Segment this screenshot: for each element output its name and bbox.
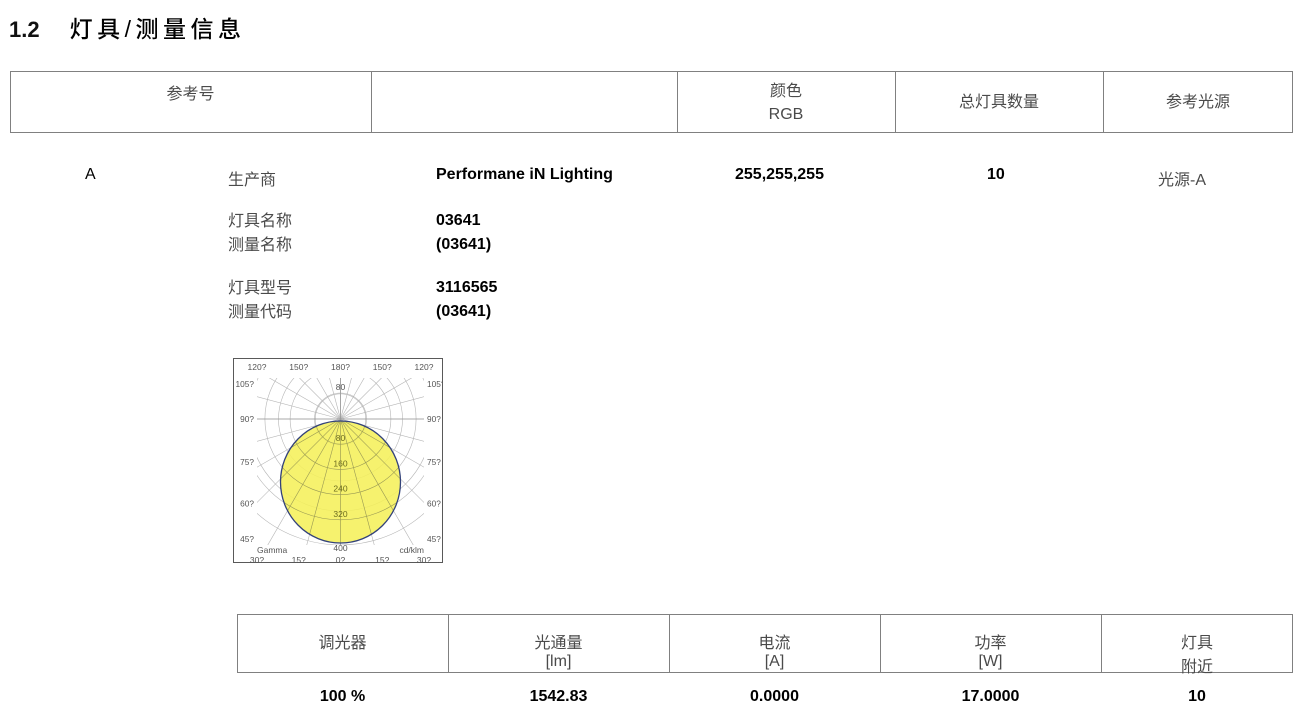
svg-text:0?: 0?	[336, 555, 346, 563]
svg-text:320: 320	[333, 509, 347, 519]
svg-text:105?: 105?	[236, 379, 255, 389]
svg-text:90?: 90?	[427, 414, 441, 424]
svg-text:105?: 105?	[427, 379, 443, 389]
svg-text:80: 80	[336, 433, 346, 443]
svg-text:75?: 75?	[240, 457, 254, 467]
svg-text:80: 80	[336, 382, 346, 392]
svg-text:90?: 90?	[240, 414, 254, 424]
svg-text:15?: 15?	[292, 555, 306, 563]
svg-text:30?: 30?	[250, 555, 264, 563]
svg-text:60?: 60?	[240, 498, 254, 508]
svg-text:60?: 60?	[427, 498, 441, 508]
svg-text:150?: 150?	[289, 362, 308, 372]
svg-text:75?: 75?	[427, 457, 441, 467]
svg-text:240: 240	[333, 484, 347, 494]
svg-text:Gamma: Gamma	[257, 545, 288, 555]
svg-text:160: 160	[333, 458, 347, 468]
svg-text:150?: 150?	[373, 362, 392, 372]
svg-text:30?: 30?	[417, 555, 431, 563]
svg-text:cd/klm: cd/klm	[399, 545, 424, 555]
svg-text:45?: 45?	[240, 534, 254, 544]
svg-text:180?: 180?	[331, 362, 350, 372]
svg-text:120?: 120?	[248, 362, 267, 372]
svg-text:120?: 120?	[415, 362, 434, 372]
svg-text:45?: 45?	[427, 534, 441, 544]
svg-text:15?: 15?	[375, 555, 389, 563]
svg-text:400: 400	[333, 543, 347, 553]
